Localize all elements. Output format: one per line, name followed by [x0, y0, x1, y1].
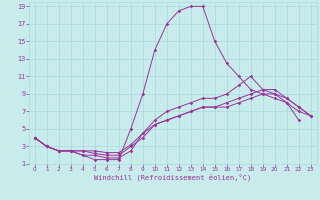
X-axis label: Windchill (Refroidissement éolien,°C): Windchill (Refroidissement éolien,°C) — [94, 174, 252, 181]
